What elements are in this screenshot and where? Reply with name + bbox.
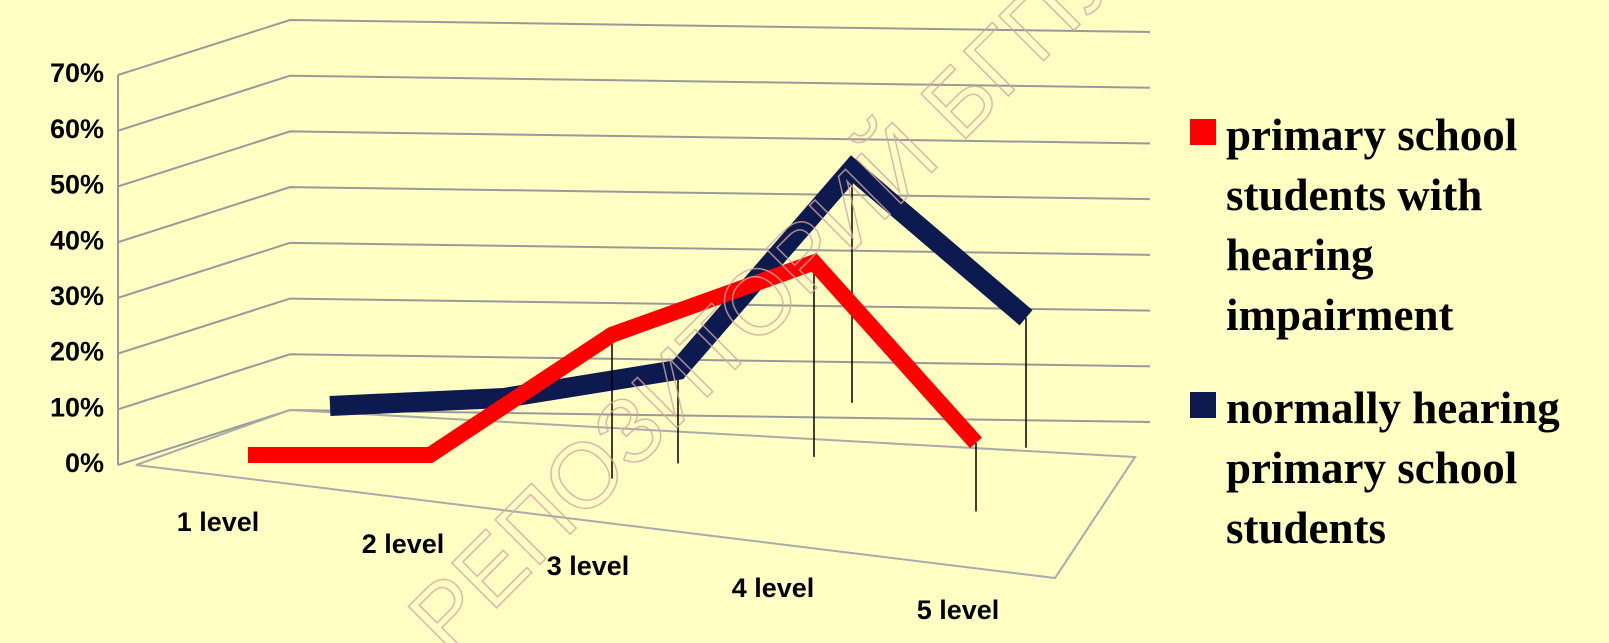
- y-tick-label: 70%: [50, 58, 104, 88]
- grid-line: [117, 130, 1151, 188]
- grid-line: [117, 18, 1151, 76]
- chart: 0% 10% 20% 30% 40% 50% 60% 70% 1 level 2 level 3 l…: [50, 0, 1151, 643]
- floor: [135, 408, 1137, 580]
- y-tick-label: 0%: [65, 448, 104, 478]
- grid-line: [117, 74, 1151, 132]
- x-tick-label: 2 level: [362, 529, 445, 559]
- legend-swatch: [1190, 392, 1216, 418]
- x-tick-label: 4 level: [732, 573, 815, 603]
- y-tick-label: 40%: [50, 225, 104, 255]
- grid-line: [117, 241, 1151, 299]
- y-tick-label: 60%: [50, 114, 104, 144]
- y-tick-label: 50%: [50, 170, 104, 200]
- watermark: РЕПОЗИТОРИЙ БГПУ: [388, 0, 1141, 643]
- x-tick-label: 5 level: [917, 595, 1000, 625]
- x-tick-label: 3 level: [547, 551, 630, 581]
- series-line: [248, 253, 982, 463]
- x-tick-label: 1 level: [177, 507, 260, 537]
- grid-line: [117, 353, 1151, 411]
- y-tick-label: 20%: [50, 337, 104, 367]
- legend-item: primary school students with hearing imp…: [1190, 105, 1600, 345]
- grid-line: [117, 186, 1151, 244]
- legend-label: normally hearing primary school students: [1226, 383, 1560, 553]
- legend-item: normally hearing primary school students: [1190, 378, 1600, 558]
- legend-swatch: [1190, 119, 1216, 145]
- legend-label: primary school students with hearing imp…: [1226, 110, 1518, 340]
- y-tick-label: 30%: [50, 281, 104, 311]
- series-line: [329, 155, 1033, 416]
- y-tick-label: 10%: [50, 392, 104, 422]
